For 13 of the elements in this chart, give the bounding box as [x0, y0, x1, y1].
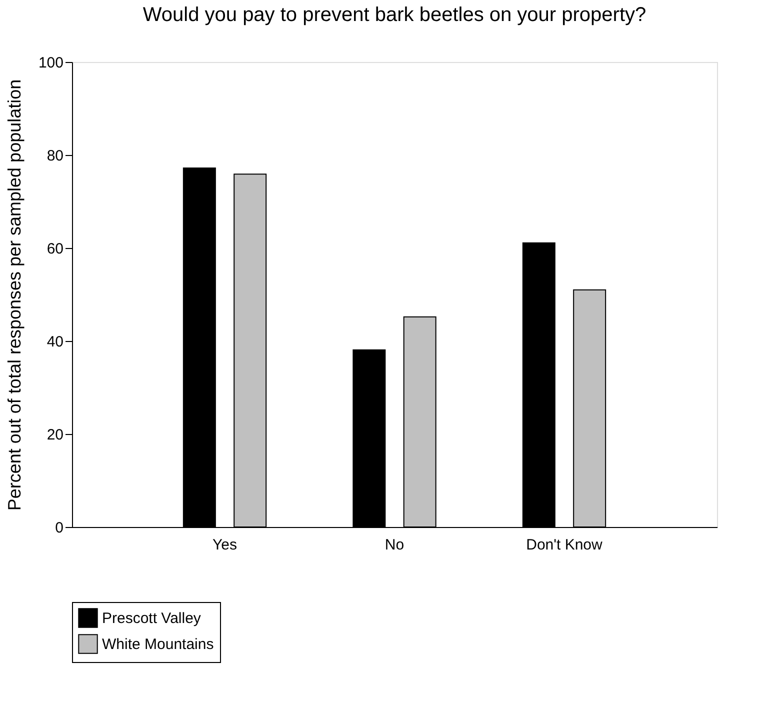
chart-title: Would you pay to prevent bark beetles on your property?: [142, 4, 646, 26]
y-tick-label: 100: [38, 54, 64, 72]
x-tick-label: Yes: [212, 536, 238, 554]
x-tick-label: Don't Know: [526, 536, 603, 554]
y-tick-label: 0: [55, 520, 64, 536]
y-tick-label: 20: [46, 426, 64, 444]
legend-label: White Mountains: [102, 636, 214, 653]
y-tick-label: 40: [46, 334, 64, 350]
y-tick-label: 60: [46, 240, 64, 258]
legend-label: Prescott Valley: [102, 610, 202, 627]
y-axis-title: Percent out of total responses per sampled population: [4, 79, 24, 511]
y-tick-label: 80: [46, 148, 64, 164]
x-tick-label: No: [384, 536, 404, 554]
